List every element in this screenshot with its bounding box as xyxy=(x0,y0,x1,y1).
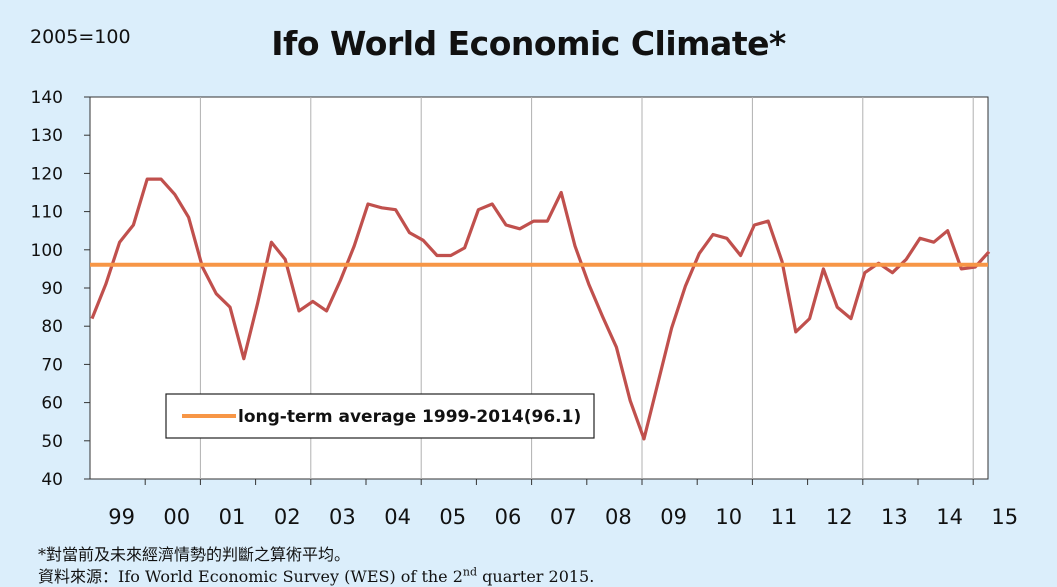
y-tick-label: 130 xyxy=(31,126,63,146)
y-tick-label: 140 xyxy=(31,88,63,108)
x-tick-label: 11 xyxy=(771,505,798,529)
source-note-superscript: nd xyxy=(462,565,478,579)
footnote: *對當前及未來經濟情勢的判斷之算術平均。 xyxy=(38,545,351,564)
x-tick-label: 10 xyxy=(715,505,742,529)
legend-box xyxy=(165,393,595,439)
x-tick-label: 99 xyxy=(108,505,135,529)
y-tick-label: 70 xyxy=(41,355,63,375)
y-tick-label: 120 xyxy=(31,164,63,184)
x-tick-label: 13 xyxy=(881,505,908,529)
x-tick-label: 00 xyxy=(163,505,190,529)
y-tick-label: 50 xyxy=(41,432,63,452)
legend-label-average: long-term average 1999-2014(96.1) xyxy=(238,407,581,427)
series-layer xyxy=(90,177,991,441)
y-tick-label: 80 xyxy=(41,317,63,337)
x-tick-label: 07 xyxy=(550,505,577,529)
x-axis: 99 00 01 02 03 04 05 06 07 08 09 10 11 12 13 14 15 xyxy=(108,479,1018,529)
x-tick-label: 09 xyxy=(660,505,687,529)
x-tick-label: 15 xyxy=(991,505,1018,529)
x-tick-label: 14 xyxy=(936,505,963,529)
y-tick-label: 60 xyxy=(41,394,63,414)
x-tick-label: 08 xyxy=(605,505,632,529)
y-tick-label: 40 xyxy=(41,470,63,490)
x-tick-label: 04 xyxy=(384,505,411,529)
base-year-label: 2005=100 xyxy=(30,26,131,48)
line-chart: 40 50 60 70 80 90 100 110 120 130 140 99 00 01 02 03 04… xyxy=(31,88,1019,529)
legend: long-term average 1999-2014(96.1) xyxy=(165,393,595,439)
x-tick-label: 12 xyxy=(826,505,853,529)
y-tick-label: 110 xyxy=(31,203,63,223)
chart-title: Ifo World Economic Climate* xyxy=(271,24,786,63)
x-tick-label: 05 xyxy=(439,505,466,529)
source-note-suffix: quarter 2015. xyxy=(477,567,595,586)
source-note-prefix: 資料來源：Ifo World Economic Survey (WES) of … xyxy=(38,567,463,586)
y-tick-label: 90 xyxy=(41,279,63,299)
source-note: 資料來源：Ifo World Economic Survey (WES) of … xyxy=(38,563,594,587)
x-tick-label: 03 xyxy=(329,505,356,529)
x-tick-label: 02 xyxy=(274,505,301,529)
series-line xyxy=(90,177,991,441)
y-tick-label: 100 xyxy=(31,241,63,261)
x-tick-label: 01 xyxy=(219,505,246,529)
y-axis: 40 50 60 70 80 90 100 110 120 130 140 xyxy=(31,88,90,490)
x-tick-label: 06 xyxy=(495,505,522,529)
